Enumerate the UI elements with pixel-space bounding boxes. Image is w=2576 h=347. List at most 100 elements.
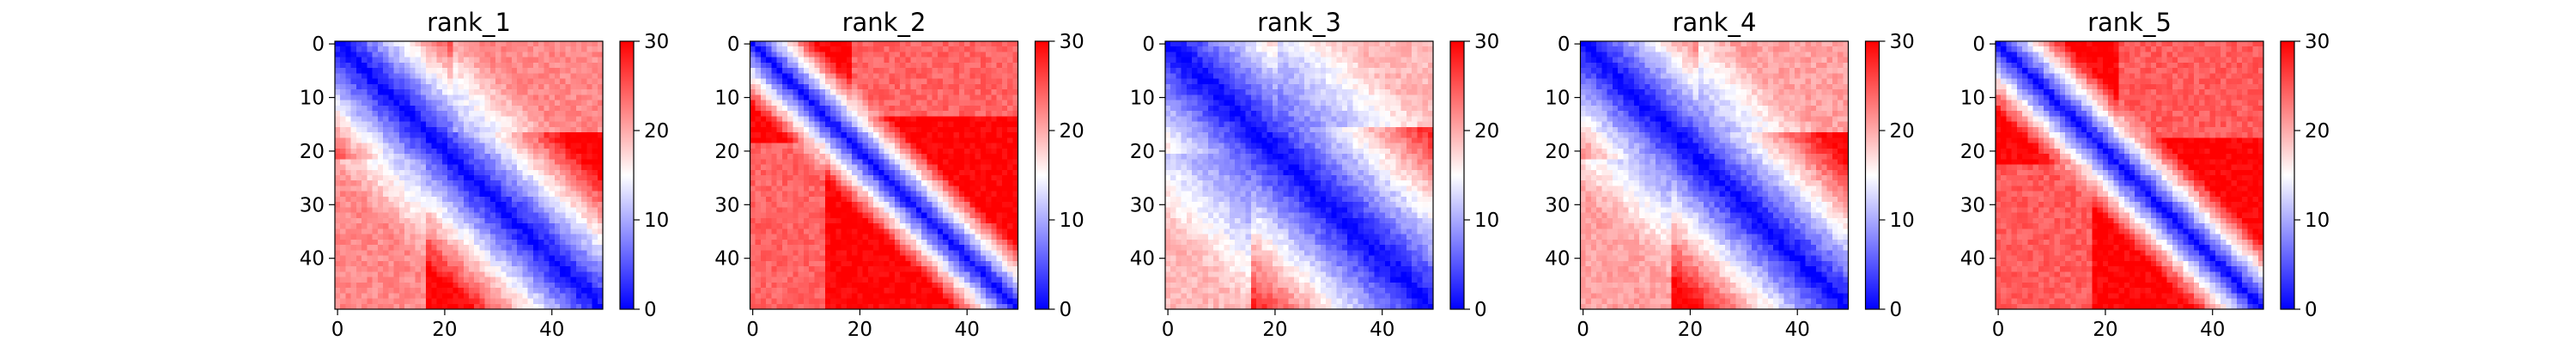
heatmap-cell (878, 111, 884, 117)
heatmap-cell (356, 192, 362, 198)
heatmap-cell (959, 52, 965, 58)
heatmap-cell (356, 122, 362, 128)
heatmap-cell (442, 256, 448, 262)
heatmap-cell (787, 218, 793, 224)
heatmap-cell (388, 94, 394, 100)
heatmap-cell (969, 186, 975, 192)
heatmap-cell (820, 245, 826, 251)
heatmap-cell (863, 256, 869, 262)
heatmap-cell (464, 186, 470, 192)
heatmap-cell (335, 116, 341, 122)
heatmap-cell (761, 111, 767, 117)
heatmap-cell (777, 240, 783, 246)
heatmap-cell (469, 277, 475, 283)
heatmap-cell (873, 197, 879, 203)
x-tick-label: 0 (331, 319, 344, 341)
heatmap-cell (388, 202, 394, 208)
heatmap-cell (453, 180, 459, 186)
heatmap-cell (969, 283, 975, 289)
heatmap-cell (847, 288, 853, 294)
heatmap-cell (852, 277, 858, 283)
heatmap-cell (787, 240, 793, 246)
heatmap-cell (847, 223, 853, 229)
heatmap-cell (905, 175, 911, 181)
heatmap-cell (991, 159, 997, 165)
heatmap-cell (367, 137, 373, 143)
heatmap-cell (841, 165, 848, 171)
heatmap-cell (771, 68, 777, 74)
heatmap-cell (507, 41, 513, 47)
heatmap-cell (911, 132, 917, 138)
heatmap-cell (361, 41, 368, 47)
heatmap-cell (399, 73, 405, 79)
heatmap-cell (404, 261, 410, 267)
heatmap-cell (410, 288, 416, 294)
heatmap-cell (927, 132, 933, 138)
heatmap-cell (404, 175, 410, 181)
heatmap-cell (890, 293, 896, 299)
heatmap-cell (895, 170, 901, 176)
heatmap-cell (756, 68, 762, 74)
heatmap-cell (367, 288, 373, 294)
heatmap-cell (544, 165, 550, 171)
heatmap-cell (809, 234, 815, 240)
heatmap-cell (485, 94, 491, 100)
heatmap-cell (592, 192, 598, 198)
heatmap-cell (538, 46, 544, 52)
heatmap-cell (868, 192, 874, 198)
heatmap-cell (373, 132, 379, 138)
heatmap-cell (565, 245, 571, 251)
heatmap-cell (410, 68, 416, 74)
heatmap-cell (410, 94, 416, 100)
heatmap-cell (884, 122, 890, 128)
heatmap-cell (830, 63, 836, 69)
heatmap-cell (501, 52, 507, 58)
heatmap-cell (560, 283, 566, 289)
heatmap-cell (431, 186, 437, 192)
heatmap-cell (938, 250, 944, 256)
heatmap-cell (426, 89, 432, 95)
heatmap-cell (911, 288, 917, 294)
heatmap-cell (835, 202, 841, 208)
heatmap-cell (512, 159, 518, 165)
heatmap-cell (394, 192, 400, 198)
heatmap-cell (959, 245, 965, 251)
heatmap-cell (373, 111, 379, 117)
heatmap-cell (459, 165, 465, 171)
heatmap-cell (997, 58, 1003, 64)
heatmap-cell (495, 175, 501, 181)
heatmap-cell (863, 143, 869, 149)
heatmap-cell (991, 213, 997, 219)
heatmap-cell (954, 94, 960, 100)
heatmap-cell (361, 52, 368, 58)
heatmap-cell (479, 132, 485, 138)
heatmap-cell (404, 68, 410, 74)
heatmap-cell (581, 84, 587, 90)
heatmap-cell (373, 73, 379, 79)
heatmap-cell (378, 149, 384, 155)
heatmap-cell (927, 186, 933, 192)
heatmap-cell (787, 288, 793, 294)
heatmap-cell (814, 228, 820, 234)
heatmap-cell (969, 213, 975, 219)
heatmap-cell (857, 240, 863, 246)
heatmap-cell (777, 149, 783, 155)
heatmap-cell (804, 127, 810, 133)
heatmap-cell (900, 240, 906, 246)
heatmap-cell (479, 116, 485, 122)
heatmap-cell (399, 271, 405, 277)
heatmap-cell (522, 283, 528, 289)
heatmap-cell (495, 271, 501, 277)
heatmap-cell (335, 63, 341, 69)
heatmap-cell (399, 250, 405, 256)
heatmap-cell (581, 202, 587, 208)
heatmap-cell (986, 159, 992, 165)
heatmap-cell (900, 293, 906, 299)
heatmap-cell (367, 46, 373, 52)
heatmap-cell (905, 79, 911, 85)
heatmap-cell (565, 79, 571, 85)
heatmap-cell (469, 122, 475, 128)
heatmap-cell (361, 89, 368, 95)
heatmap-cell (986, 41, 992, 47)
heatmap-cell (345, 186, 351, 192)
